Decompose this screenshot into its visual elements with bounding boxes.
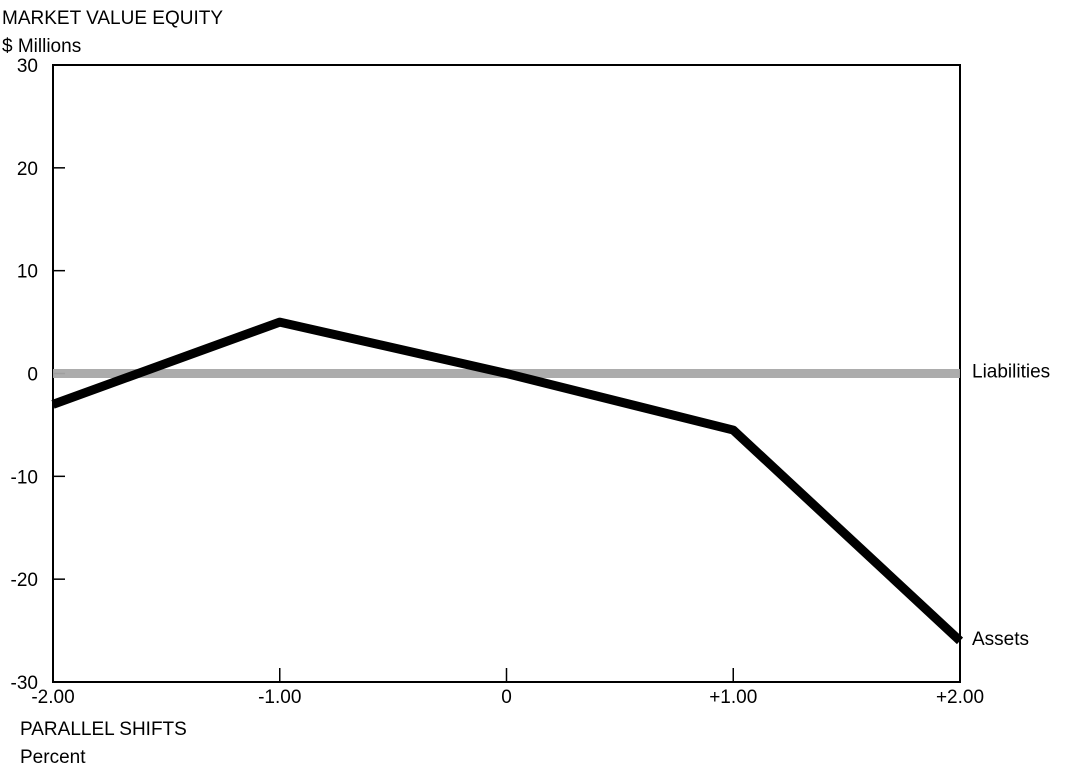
- x-tick-label: 0: [501, 687, 512, 708]
- x-tick-label: +2.00: [936, 687, 984, 708]
- y-tick-label: -10: [11, 467, 38, 488]
- y-tick-label: 0: [27, 365, 38, 386]
- y-tick-label: 10: [17, 262, 38, 283]
- y-tick-label: 30: [17, 56, 38, 77]
- series-labels: Liabilities Assets: [972, 362, 1050, 650]
- series-label-liabilities: Liabilities: [972, 362, 1050, 383]
- y-tick-label: -20: [11, 570, 38, 591]
- series-label-assets: Assets: [972, 629, 1029, 650]
- y-axis: 30 20 10 0 -10 -20 -30: [11, 56, 65, 694]
- chart-title: MARKET VALUE EQUITY: [2, 8, 223, 29]
- y-tick-label: -30: [11, 673, 38, 694]
- x-axis-unit-label: Percent: [20, 747, 86, 768]
- x-tick-label: -1.00: [258, 687, 301, 708]
- x-tick-label: +1.00: [709, 687, 757, 708]
- chart-subtitle: $ Millions: [2, 36, 81, 57]
- y-tick-label: 20: [17, 159, 38, 180]
- series-layer: [51, 317, 964, 645]
- x-axis: -2.00 -1.00 0 +1.00 +2.00: [31, 668, 984, 708]
- x-tick-label: -2.00: [31, 687, 74, 708]
- series-line-assets: [51, 317, 964, 645]
- x-axis-label: PARALLEL SHIFTS: [20, 719, 187, 740]
